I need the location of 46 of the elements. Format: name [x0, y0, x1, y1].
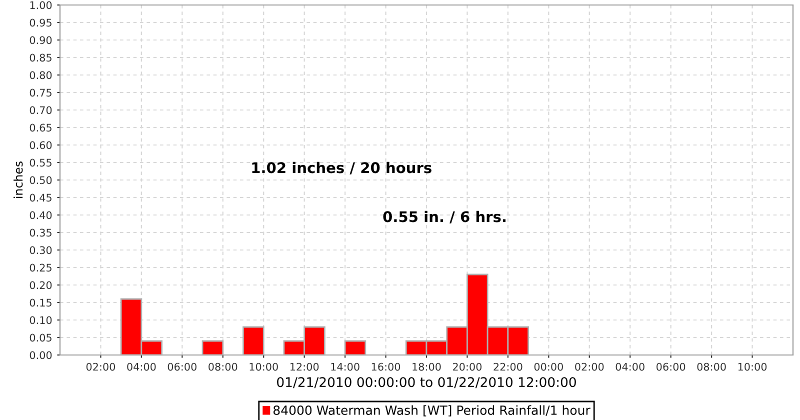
x-tick-label: 00:00 — [534, 362, 563, 371]
y-tick-label: 0.35 — [30, 228, 52, 237]
y-tick-label: 0.45 — [30, 194, 52, 202]
x-tick-label: 20:00 — [452, 362, 482, 371]
y-tick-label: 0.65 — [30, 124, 52, 132]
y-tick-label: 0.40 — [30, 211, 52, 220]
x-tick-label: 14:00 — [331, 362, 360, 371]
x-tick-label: 02:00 — [86, 362, 116, 371]
y-tick-label: 0.50 — [30, 176, 52, 184]
bar — [344, 340, 366, 355]
x-tick-label: 06:00 — [168, 362, 196, 371]
y-tick-label: 0.10 — [30, 316, 52, 324]
y-tick-label: 1.00 — [30, 1, 52, 10]
x-tick-label: 08:00 — [697, 362, 726, 371]
x-tick-label: 16:00 — [372, 362, 400, 371]
x-tick-label: 10:00 — [738, 362, 767, 371]
y-tick-label: 0.55 — [30, 158, 52, 167]
y-tick-label: 0.85 — [30, 54, 52, 62]
x-tick-label: 10:00 — [250, 362, 278, 371]
x-tick-label: 08:00 — [208, 362, 238, 371]
y-tick-label: 0.05 — [30, 334, 52, 342]
y-tick-label: 0.25 — [30, 264, 52, 272]
x-tick-label: 12:00 — [290, 362, 319, 371]
annotation: 0.55 in. / 6 hrs. — [383, 210, 506, 224]
x-tick-label: 02:00 — [575, 362, 604, 371]
y-tick-label: 0.70 — [30, 106, 52, 114]
annotation: 1.02 inches / 20 hours — [252, 162, 432, 174]
y-tick-label: 0.80 — [30, 71, 52, 80]
bar — [242, 326, 264, 355]
x-tick-label: 04:00 — [616, 362, 644, 371]
bar — [202, 340, 224, 355]
y-tick-label: 0.90 — [30, 36, 52, 44]
y-tick-label: 0.15 — [30, 298, 52, 307]
y-tick-label: 0.30 — [30, 246, 52, 254]
x-axis-title: 01/21/2010 00:00:00 to 01/22/2010 12:00:00 — [277, 377, 576, 388]
y-tick-label: 0.75 — [30, 88, 52, 97]
x-tick-label: 18:00 — [412, 362, 441, 371]
y-tick-label: 0.95 — [30, 18, 52, 27]
x-tick-label: 06:00 — [656, 362, 686, 371]
x-tick-label: 04:00 — [127, 362, 156, 371]
x-tick-label: 22:00 — [494, 362, 522, 371]
y-tick-label: 0.00 — [30, 351, 52, 360]
y-axis-title: inches — [14, 162, 23, 198]
legend-label: 84000 Waterman Wash [WT] Period Rainfall/1 hour — [273, 405, 590, 416]
y-tick-label: 0.20 — [30, 281, 52, 290]
y-tick-label: 0.60 — [30, 141, 52, 150]
